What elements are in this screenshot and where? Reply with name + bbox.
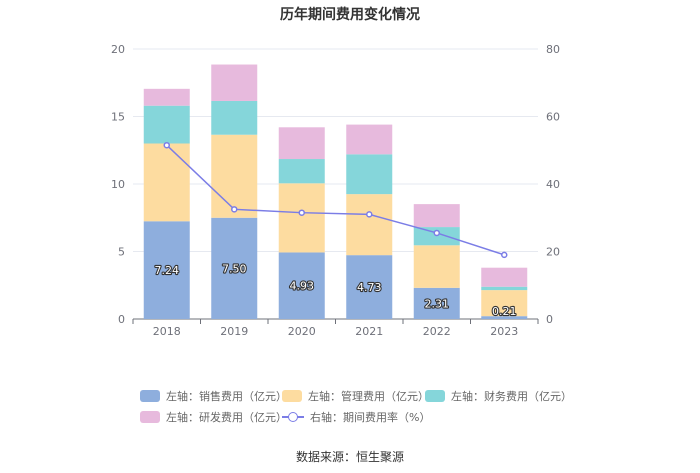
- x-axis-tick-label: 2022: [423, 325, 451, 338]
- bar-segment: [211, 64, 258, 101]
- legend-item-expense-rate[interactable]: 右轴：期间费用率（%）: [282, 409, 430, 425]
- line-point: [163, 141, 170, 149]
- bar-segment: [346, 154, 393, 195]
- bar-segment: [413, 204, 460, 228]
- legend-swatch-sales: [140, 390, 160, 402]
- bar-data-label: 0.21: [492, 305, 517, 318]
- legend-label-sales: 左轴：销售费用（亿元）: [166, 390, 287, 403]
- line-point: [366, 211, 373, 218]
- left-axis-tick-label: 5: [118, 246, 125, 259]
- line-point: [231, 206, 238, 213]
- bar-segment: [143, 221, 190, 319]
- legend-item-sales[interactable]: 左轴：销售费用（亿元）: [140, 388, 287, 404]
- bar-data-label: 2.31: [425, 297, 450, 310]
- left-axis-tick-label: 0: [118, 313, 125, 326]
- line-point: [433, 229, 440, 237]
- bar-segment: [481, 267, 528, 287]
- bar-segment: [413, 245, 460, 288]
- bar-segment: [143, 88, 190, 106]
- x-axis-tick-label: 2020: [288, 325, 316, 338]
- bar-segment: [143, 143, 190, 222]
- bar-data-label: 4.73: [357, 281, 382, 294]
- right-axis-tick-label: 60: [546, 111, 560, 124]
- legend-swatch-rnd: [140, 411, 160, 423]
- bar-segment: [481, 316, 528, 319]
- chart-title: 历年期间费用变化情况: [280, 7, 420, 23]
- bar-data-label: 4.93: [290, 280, 315, 293]
- right-axis-tick-label: 80: [546, 43, 560, 56]
- line-point: [501, 251, 508, 259]
- bar-data-label: 7.24: [155, 264, 180, 277]
- bar-segment: [211, 134, 258, 218]
- bar-segment: [278, 252, 325, 319]
- x-axis-tick-label: 2018: [153, 325, 181, 338]
- legend-swatch-admin: [282, 390, 302, 402]
- bar-data-label: 7.50: [222, 262, 247, 275]
- right-axis-tick-label: 0: [546, 313, 553, 326]
- left-axis-tick-label: 15: [111, 111, 125, 124]
- left-axis-tick-label: 20: [111, 43, 125, 56]
- legend-item-finance[interactable]: 左轴：财务费用（亿元）: [425, 388, 572, 404]
- x-axis-tick-label: 2019: [220, 325, 248, 338]
- bar-segment: [346, 194, 393, 256]
- bar-segment: [413, 287, 460, 319]
- legend-item-admin[interactable]: 左轴：管理费用（亿元）: [282, 388, 429, 404]
- legend-swatch-expense-rate: [282, 411, 304, 423]
- bar-segment: [278, 183, 325, 253]
- legend-label-rnd: 左轴：研发费用（亿元）: [166, 411, 287, 424]
- legend-label-expense-rate: 右轴：期间费用率（%）: [310, 411, 431, 424]
- source-note: 数据来源：恒生聚源: [295, 450, 404, 464]
- bar-segment: [278, 159, 325, 184]
- bar-segment: [481, 290, 528, 317]
- line-point: [298, 209, 305, 216]
- legend-swatch-finance: [425, 390, 445, 402]
- legend-label-admin: 左轴：管理费用（亿元）: [308, 390, 429, 403]
- legend-label-finance: 左轴：财务费用（亿元）: [451, 390, 572, 403]
- chart-area: 0 5 10 15 20 0 20 40 60 80 2018 2019 2020 2021 2022 202…: [111, 43, 560, 338]
- bar-segment: [143, 105, 190, 144]
- left-axis-tick-label: 10: [111, 178, 125, 191]
- bar-segment: [481, 286, 528, 291]
- bar-segment: [211, 100, 258, 135]
- bar-segment: [346, 124, 393, 155]
- right-axis-tick-label: 40: [546, 178, 560, 191]
- x-axis-tick-label: 2023: [490, 325, 518, 338]
- line-series-expense-rate: [166, 144, 505, 256]
- bar-segment: [346, 255, 393, 319]
- x-axis-tick-label: 2021: [355, 325, 383, 338]
- bar-segment: [211, 217, 258, 319]
- legend-item-rnd[interactable]: 左轴：研发费用（亿元）: [140, 409, 287, 425]
- bar-segment: [278, 127, 325, 160]
- right-axis-tick-label: 20: [546, 246, 560, 259]
